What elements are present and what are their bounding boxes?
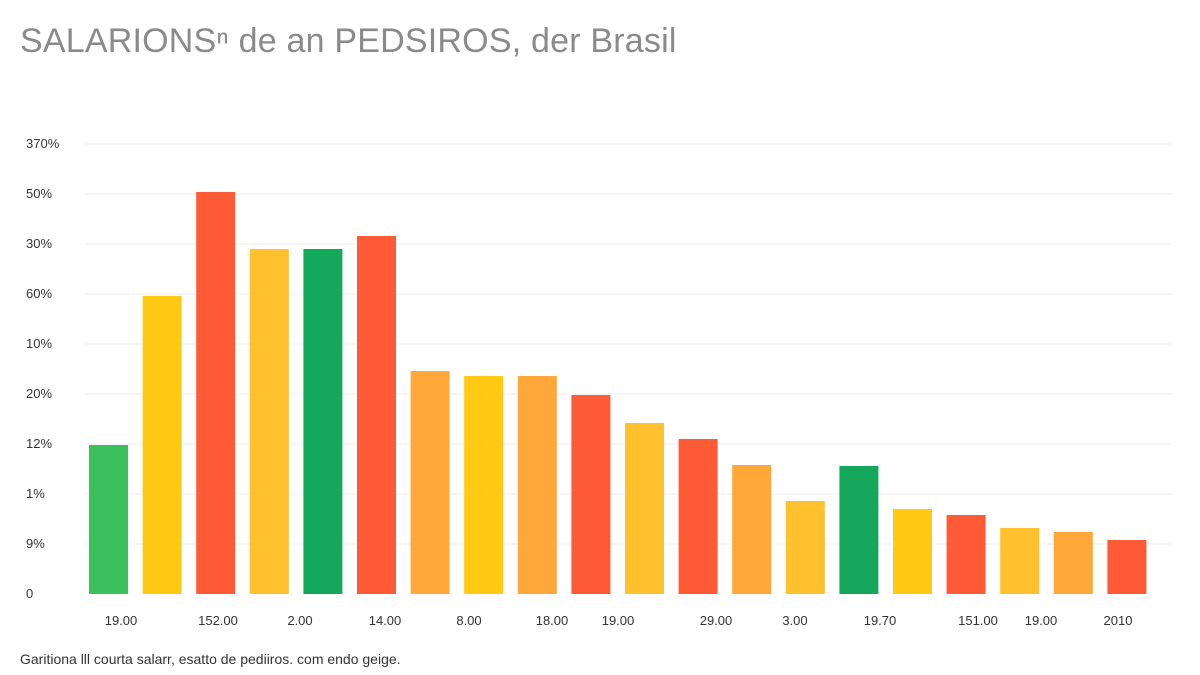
y-axis-ticks: 0 9% 1% 12% 20% 10% 60% 30% 50% 370% bbox=[26, 136, 60, 601]
y-tick-label: 10% bbox=[26, 336, 52, 351]
x-tick-label: 19.00 bbox=[105, 613, 138, 628]
x-tick-label: 2.00 bbox=[287, 613, 312, 628]
bar bbox=[678, 439, 718, 594]
chart-title: SALARIONSⁿ de an PEDSIROS, der Brasil bbox=[20, 22, 677, 60]
y-tick-label: 12% bbox=[26, 436, 52, 451]
x-tick-label: 8.00 bbox=[456, 613, 481, 628]
bar-chart: 0 9% 1% 12% 20% 10% 60% 30% 50% 370% 19.00 152.00 2… bbox=[26, 136, 1172, 628]
bar bbox=[625, 423, 664, 594]
bar bbox=[249, 249, 289, 594]
y-tick-label: 0 bbox=[26, 586, 33, 601]
x-axis-ticks: 19.00 152.00 2.00 14.00 8.00 18.00 19.00 29.00 3… bbox=[105, 613, 1133, 628]
y-tick-label: 20% bbox=[26, 386, 52, 401]
bar bbox=[464, 376, 504, 594]
x-tick-label: 14.00 bbox=[369, 613, 402, 628]
bar bbox=[357, 236, 396, 594]
bars bbox=[89, 192, 1147, 594]
bar bbox=[89, 445, 128, 594]
bar bbox=[1000, 528, 1040, 594]
bar bbox=[732, 465, 772, 594]
y-tick-label: 9% bbox=[26, 536, 45, 551]
bar bbox=[142, 296, 182, 594]
y-tick-label: 370% bbox=[26, 136, 60, 151]
y-tick-label: 1% bbox=[26, 486, 45, 501]
bar bbox=[196, 192, 236, 594]
x-tick-label: 19.00 bbox=[1025, 613, 1058, 628]
x-tick-label: 151.00 bbox=[958, 613, 998, 628]
bar bbox=[893, 509, 932, 594]
bar bbox=[785, 501, 825, 594]
bar bbox=[517, 376, 557, 594]
bar bbox=[946, 515, 986, 594]
y-tick-label: 50% bbox=[26, 186, 52, 201]
x-tick-label: 19.00 bbox=[602, 613, 635, 628]
y-tick-label: 30% bbox=[26, 236, 52, 251]
x-tick-label: 152.00 bbox=[198, 613, 238, 628]
bar bbox=[303, 249, 343, 594]
x-tick-label: 19.70 bbox=[864, 613, 897, 628]
chart-caption: Garitiona lll courta salarr, esatto de p… bbox=[20, 651, 401, 667]
x-tick-label: 18.00 bbox=[536, 613, 569, 628]
bar bbox=[410, 371, 450, 594]
bar bbox=[1107, 540, 1147, 594]
x-tick-label: 29.00 bbox=[700, 613, 733, 628]
bar bbox=[1053, 532, 1093, 594]
x-tick-label: 2010 bbox=[1104, 613, 1133, 628]
x-tick-label: 3.00 bbox=[782, 613, 807, 628]
bar bbox=[571, 395, 611, 594]
y-tick-label: 60% bbox=[26, 286, 52, 301]
bar bbox=[839, 466, 879, 594]
